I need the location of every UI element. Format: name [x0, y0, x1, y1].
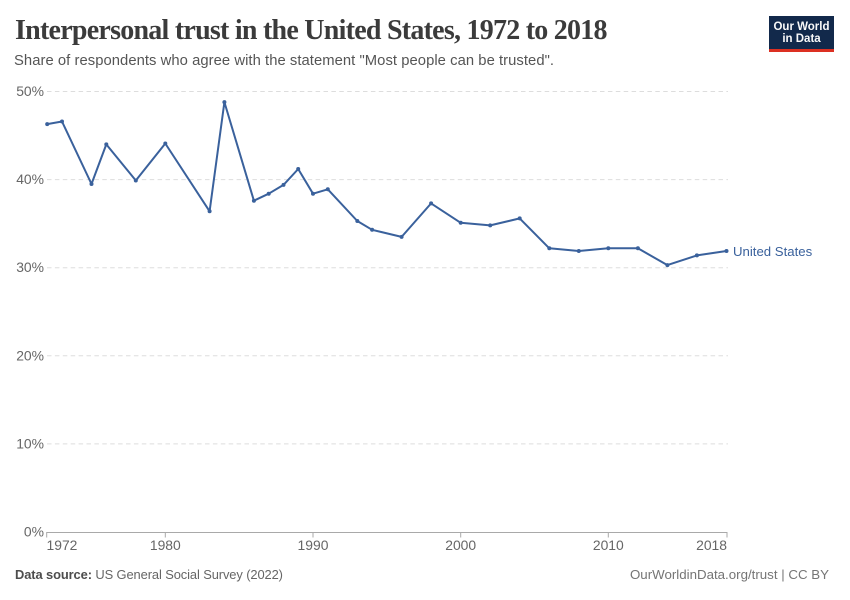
svg-text:2010: 2010	[593, 537, 624, 553]
svg-text:20%: 20%	[16, 347, 44, 363]
svg-text:1990: 1990	[298, 537, 329, 553]
svg-text:0%: 0%	[24, 524, 44, 540]
svg-text:40%: 40%	[16, 171, 44, 187]
svg-text:1980: 1980	[150, 537, 181, 553]
svg-text:10%: 10%	[16, 435, 44, 451]
svg-text:50%: 50%	[16, 83, 44, 99]
svg-text:2018: 2018	[696, 537, 727, 553]
svg-text:1972: 1972	[47, 537, 78, 553]
svg-text:2000: 2000	[445, 537, 476, 553]
svg-text:United States: United States	[733, 244, 813, 259]
svg-text:30%: 30%	[16, 259, 44, 275]
